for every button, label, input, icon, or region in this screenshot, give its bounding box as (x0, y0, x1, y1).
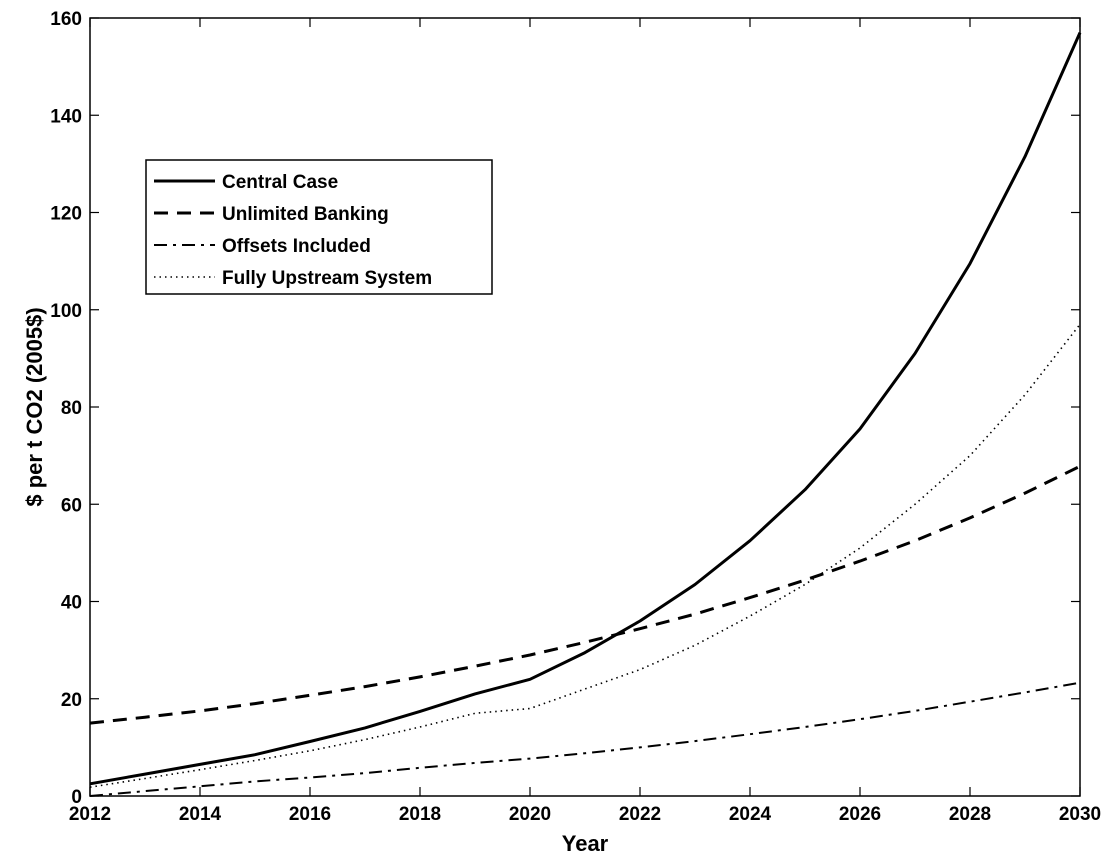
y-tick-label: 20 (61, 690, 82, 711)
y-tick-label: 0 (71, 787, 82, 808)
legend-label: Unlimited Banking (222, 204, 389, 225)
y-tick-label: 140 (50, 106, 82, 127)
x-tick-label: 2020 (509, 804, 551, 825)
y-axis-label: $ per t CO2 (2005$) (22, 307, 47, 506)
series-line-offsets-included (89, 681, 1081, 797)
x-tick-label: 2014 (179, 804, 222, 825)
axes-frame (89, 17, 1081, 797)
x-tick-label: 2028 (949, 804, 991, 825)
series-line-central-case (89, 31, 1082, 786)
y-tick-label: 80 (61, 398, 82, 419)
plot-area (89, 31, 1082, 797)
x-tick-label: 2018 (399, 804, 441, 825)
y-tick-label: 120 (50, 204, 82, 225)
x-tick-label: 2012 (69, 804, 111, 825)
y-tick-label: 100 (50, 301, 82, 322)
x-tick-label: 2030 (1059, 804, 1101, 825)
series-line-fully-upstream-system (89, 323, 1081, 788)
x-axis-label: Year (562, 831, 609, 856)
y-tick-label: 40 (61, 593, 82, 614)
x-tick-label: 2022 (619, 804, 661, 825)
legend: Central Case Unlimited Banking Offsets Inc… (145, 159, 493, 295)
x-tick-label: 2016 (289, 804, 331, 825)
axis-ticks (89, 17, 1081, 797)
tick-labels: 2012 2014 2016 2018 2020 2022 2024 2026 2028 2030… (50, 9, 1101, 825)
legend-label: Offsets Included (222, 236, 371, 257)
y-tick-label: 60 (61, 495, 82, 516)
legend-label: Central Case (222, 172, 338, 193)
series-line-unlimited-banking (89, 464, 1081, 725)
y-tick-label: 160 (50, 9, 82, 30)
x-tick-label: 2026 (839, 804, 881, 825)
x-tick-label: 2024 (729, 804, 772, 825)
legend-label: Fully Upstream System (222, 268, 432, 289)
